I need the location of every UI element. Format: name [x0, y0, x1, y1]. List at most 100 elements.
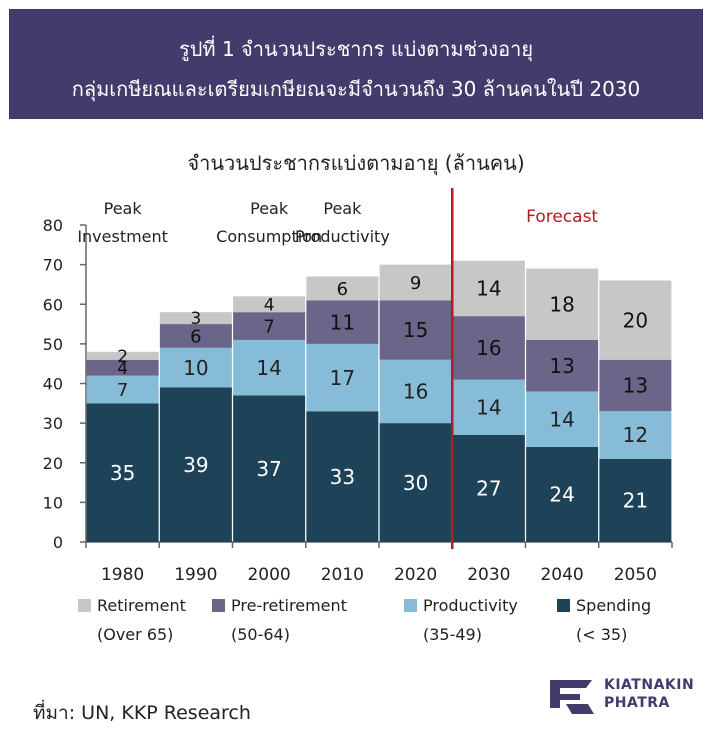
data-label-spending: 35: [110, 461, 135, 485]
legend-range-spending: (< 35): [576, 625, 627, 644]
chart-title: จำนวนประชากรแบ่งตามอายุ (ล้านคน): [187, 151, 524, 176]
x-tick-label: 2020: [394, 565, 437, 585]
bar-segment-spending: [306, 411, 379, 542]
y-tick-label: 60: [43, 295, 63, 314]
data-label-retirement: 9: [410, 273, 421, 294]
bar-segment-productivity: [86, 375, 159, 404]
data-label-productivity: 10: [183, 356, 208, 380]
kkp-logo-icon: [550, 680, 594, 714]
y-tick-label: 50: [43, 335, 63, 354]
bar-segment-spending: [159, 387, 232, 542]
x-tick-label: 1990: [174, 565, 217, 585]
x-tick-label: 1980: [101, 565, 144, 585]
data-label-pre-retirement: 16: [476, 336, 501, 360]
data-label-spending: 30: [403, 471, 428, 495]
y-tick-label: 10: [43, 493, 63, 512]
data-label-spending: 27: [476, 477, 501, 501]
legend-range-pre-retirement: (50-64): [231, 625, 290, 644]
data-label-productivity: 16: [403, 380, 428, 404]
bar-segment-pre-retirement: [86, 359, 159, 376]
kiatnakin-phatra-logo: KIATNAKIN PHATRA: [546, 674, 706, 718]
legend-label-spending: Spending: [576, 596, 651, 615]
bar-segment-pre-retirement: [306, 300, 379, 344]
bar-segment-spending: [526, 446, 599, 542]
bar-segment-pre-retirement: [159, 324, 232, 348]
bar-segment-pre-retirement: [233, 312, 306, 340]
legend-swatch-spending: [557, 599, 570, 612]
y-tick-label: 30: [43, 414, 63, 433]
legend-swatch-productivity: [404, 599, 417, 612]
source-note: ที่มา: UN, KKP Research: [33, 702, 251, 724]
bar-segment-retirement: [526, 268, 599, 340]
peak-annotation-label: Productivity: [295, 227, 390, 246]
data-label-spending: 33: [330, 465, 355, 489]
bar-segment-retirement: [306, 276, 379, 301]
peak-annotation-label: Peak: [104, 199, 143, 218]
legend-label-productivity: Productivity: [423, 596, 518, 615]
legend-swatch-retirement: [78, 599, 91, 612]
title-banner: รูปที่ 1 จำนวนประชากร แบ่งตามช่วงอายุ กล…: [9, 9, 703, 119]
y-tick-label: 70: [43, 256, 63, 275]
bar-segment-retirement: [159, 312, 232, 325]
data-label-pre-retirement: 13: [549, 354, 574, 378]
bar-segment-retirement: [599, 280, 672, 360]
peak-annotation-label: Peak: [250, 199, 289, 218]
bar-segment-productivity: [526, 391, 599, 447]
banner-title-line-1: รูปที่ 1 จำนวนประชากร แบ่งตามช่วงอายุ: [178, 37, 534, 61]
y-tick-label: 80: [43, 216, 63, 235]
legend-label-pre-retirement: Pre-retirement: [231, 596, 347, 615]
legend-swatch-pre-retirement: [212, 599, 225, 612]
data-label-pre-retirement: 4: [117, 359, 128, 379]
peak-annotation-label: Peak: [323, 199, 362, 218]
banner-title-line-2: กลุ่มเกษียณและเตรียมเกษียณจะมีจำนวนถึง 3…: [71, 77, 641, 101]
data-label-pre-retirement: 13: [623, 374, 648, 398]
logo-line-2: PHATRA: [604, 695, 670, 711]
peak-annotation-label: Consumption: [216, 227, 322, 246]
data-label-pre-retirement: 6: [190, 326, 201, 347]
bar-segment-retirement: [379, 264, 452, 301]
data-label-spending: 24: [549, 483, 574, 507]
legend-range-retirement: (Over 65): [97, 625, 173, 644]
bar-segment-spending: [379, 423, 452, 542]
data-label-productivity: 7: [117, 380, 128, 401]
bar-segment-productivity: [379, 359, 452, 424]
x-tick-label: 2010: [321, 565, 364, 585]
data-label-retirement: 6: [337, 279, 348, 300]
bar-segment-pre-retirement: [526, 339, 599, 392]
bar-segment-productivity: [599, 411, 672, 459]
bar-segment-productivity: [306, 343, 379, 412]
legend-range-productivity: (35-49): [423, 625, 482, 644]
data-label-pre-retirement: 15: [403, 318, 428, 342]
data-label-pre-retirement: 7: [263, 317, 274, 338]
x-tick-label: 2040: [540, 565, 583, 585]
bar-segment-retirement: [86, 351, 159, 360]
x-tick-label: 2000: [247, 565, 290, 585]
logo-text: KIATNAKIN PHATRA: [604, 676, 694, 712]
x-tick-label: 2030: [467, 565, 510, 585]
population-stacked-bar-chart: จำนวนประชากรแบ่งตามอายุ (ล้านคน)01020304…: [43, 151, 673, 644]
forecast-label: Forecast: [526, 207, 598, 227]
data-label-productivity: 17: [330, 366, 355, 390]
data-label-spending: 21: [623, 489, 648, 513]
bar-segment-productivity: [233, 339, 306, 396]
y-tick-label: 20: [43, 454, 63, 473]
data-label-retirement: 2: [117, 347, 128, 367]
bar-segment-productivity: [159, 347, 232, 388]
peak-annotation-label: Investment: [77, 227, 168, 246]
bar-segment-retirement: [452, 260, 525, 317]
data-label-pre-retirement: 11: [330, 310, 355, 334]
bar-segment-productivity: [452, 379, 525, 436]
bar-segment-retirement: [233, 296, 306, 313]
bar-segment-spending: [86, 403, 159, 542]
data-label-retirement: 3: [190, 309, 201, 329]
data-label-spending: 37: [256, 457, 281, 481]
legend-label-retirement: Retirement: [97, 596, 186, 615]
bar-segment-spending: [452, 435, 525, 542]
data-label-productivity: 14: [476, 395, 501, 419]
bar-segment-pre-retirement: [452, 316, 525, 380]
bar-segment-pre-retirement: [379, 300, 452, 360]
bar-segment-spending: [599, 458, 672, 542]
data-label-retirement: 14: [476, 277, 501, 301]
logo-line-1: KIATNAKIN: [604, 677, 695, 693]
bar-segment-pre-retirement: [599, 359, 672, 412]
